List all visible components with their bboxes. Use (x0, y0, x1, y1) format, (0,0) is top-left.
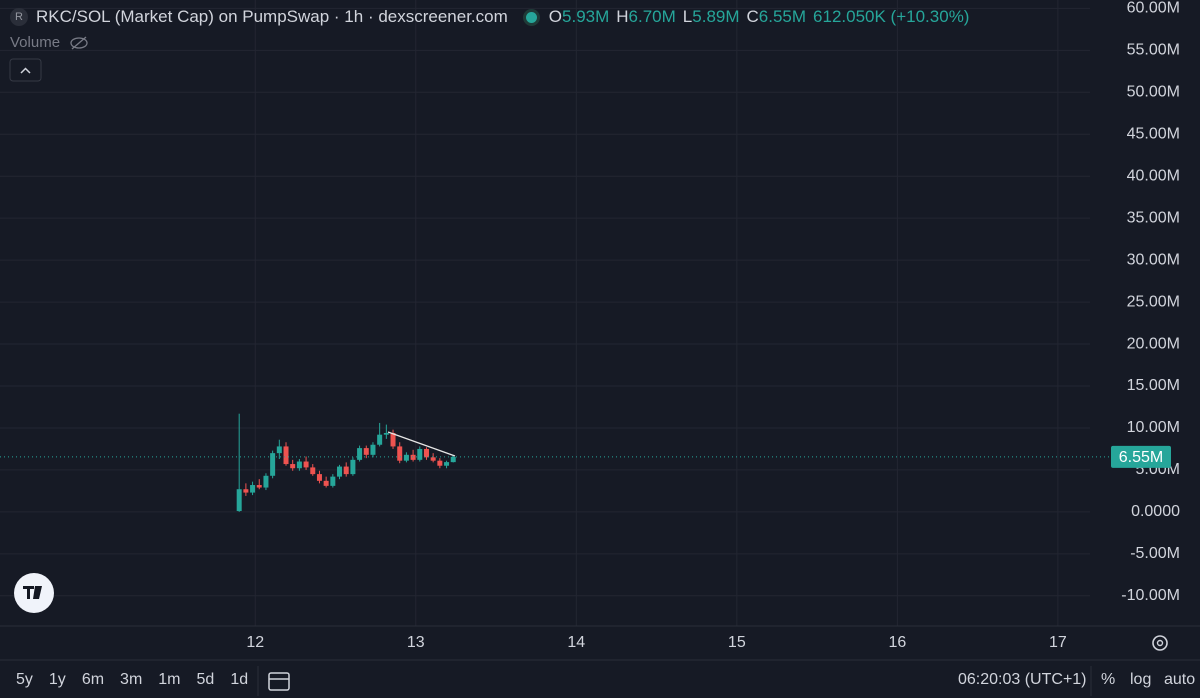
ohlc-key: L (682, 7, 693, 26)
candle-body (250, 485, 256, 493)
y-tick-label: 20.00M (1127, 335, 1180, 352)
ohlc-key: C (746, 7, 759, 26)
trend-line (387, 431, 456, 457)
candle-body (303, 461, 309, 468)
change: 612.050K (+10.30%) (813, 7, 970, 26)
ohlc-value: 5.89M (692, 7, 740, 26)
candle-body (337, 466, 343, 477)
y-tick-label: 55.00M (1127, 42, 1180, 59)
candle-body (283, 446, 289, 465)
candle-body (430, 457, 436, 461)
candle-body (310, 467, 316, 475)
candle-body (243, 489, 249, 493)
gear-icon[interactable] (1152, 635, 1168, 651)
candle-body (350, 459, 356, 475)
ohlc-value: 6.55M (758, 7, 807, 26)
y-tick-label: 60.00M (1127, 0, 1180, 17)
clock: 06:20:03 (UTC+1) (958, 671, 1087, 688)
auto-toggle[interactable]: auto (1164, 671, 1196, 688)
candle-body (423, 448, 429, 458)
candle-body (437, 460, 443, 466)
candle-body (290, 464, 296, 469)
candle-body (390, 432, 396, 447)
candle-body (357, 448, 363, 460)
toolbar: 5y 1y 6m 3m 1m 5d 1d 06:20:03 (UTC+1) % log au… (0, 662, 1200, 698)
y-tick-label: 35.00M (1127, 209, 1180, 226)
candle-body (370, 444, 376, 455)
last-price-label: 6.55M (1119, 449, 1163, 466)
hide-icon[interactable] (68, 35, 90, 51)
candle-body (450, 456, 456, 463)
header: R RKC/SOL (Market Cap) on PumpSwap · 1h … (10, 6, 969, 28)
y-tick-label: 50.00M (1127, 84, 1180, 101)
candle-body (263, 475, 269, 488)
y-tick-label: 25.00M (1127, 293, 1180, 310)
ohlc-value: 5.93M (562, 7, 610, 26)
calendar-icon[interactable] (268, 672, 290, 691)
log-toggle[interactable]: log (1130, 671, 1152, 688)
timeframe-button[interactable]: 1m (158, 671, 181, 688)
timeframe-button[interactable]: 5d (196, 671, 215, 688)
tv-logo (14, 573, 54, 613)
x-tick-label: 15 (728, 634, 746, 651)
chart-title: RKC/SOL (Market Cap) on PumpSwap · 1h · … (36, 7, 508, 26)
candle-body (270, 453, 276, 476)
candle-body (256, 485, 262, 488)
y-tick-label: 15.00M (1127, 377, 1180, 394)
candle-body (417, 448, 423, 460)
y-tick-label: -5.00M (1130, 545, 1180, 562)
candle-body (410, 454, 416, 460)
ohlc: O5.93M H6.70M L5.89M C6.55M (549, 7, 813, 27)
timeframe-button[interactable]: 6m (81, 671, 105, 688)
x-tick-label: 13 (407, 634, 425, 651)
candle-body (316, 474, 322, 481)
candle-body (377, 434, 383, 445)
status-dot (525, 11, 537, 23)
token-logo: R (10, 8, 28, 26)
timeframes: 5y 1y 6m 3m 1m 5d 1d (8, 671, 256, 689)
timeframe-button[interactable]: 1y (48, 671, 66, 688)
candle-body (236, 489, 242, 512)
chevron-icon (20, 67, 31, 74)
x-tick-label: 12 (246, 634, 264, 651)
collapse-button[interactable] (9, 58, 42, 82)
percent-toggle[interactable]: % (1101, 671, 1116, 688)
candle-body (343, 466, 349, 475)
last-price-tag (1111, 445, 1171, 468)
candle-body (444, 462, 450, 466)
candle-body (363, 448, 369, 455)
candle-body (383, 432, 389, 435)
candle-body (397, 446, 403, 461)
ohlc-key: H (616, 7, 629, 26)
y-tick-label: 45.00M (1127, 125, 1180, 142)
volume-label: Volume (10, 34, 61, 51)
candle-body (296, 461, 302, 469)
y-tick-label: 10.00M (1127, 419, 1180, 436)
y-tick-label: 30.00M (1127, 251, 1180, 268)
candle-body (276, 446, 282, 454)
x-tick-label: 16 (888, 634, 906, 651)
ohlc-key: O (548, 7, 563, 26)
candle-body (403, 454, 409, 461)
y-tick-label: 0.0000 (1131, 503, 1180, 520)
candle-body (323, 480, 329, 486)
volume-row: Volume (10, 34, 90, 51)
timeframe-button[interactable]: 1d (230, 671, 249, 688)
timeframe-button[interactable]: 3m (120, 671, 143, 688)
y-tick-label: 40.00M (1127, 167, 1180, 184)
ohlc-value: 6.70M (628, 7, 676, 26)
x-tick-label: 17 (1049, 634, 1067, 651)
timeframe-button[interactable]: 5y (16, 671, 33, 688)
y-tick-label: -10.00M (1121, 587, 1180, 604)
candle-body (330, 476, 336, 486)
x-tick-label: 14 (567, 634, 585, 651)
